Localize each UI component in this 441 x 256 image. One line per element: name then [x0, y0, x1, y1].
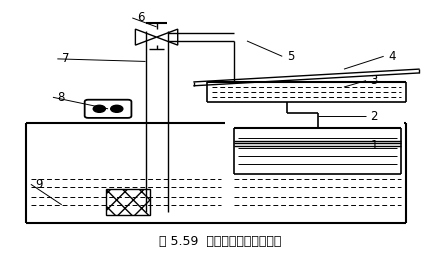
Text: 9: 9: [35, 178, 43, 191]
Text: 2: 2: [370, 110, 378, 123]
Text: 8: 8: [57, 91, 65, 104]
Text: 3: 3: [370, 74, 378, 87]
Text: 7: 7: [62, 52, 69, 65]
Polygon shape: [135, 29, 157, 45]
Text: 1: 1: [370, 140, 378, 152]
Text: 6: 6: [137, 12, 144, 24]
Bar: [106, 189, 150, 215]
Text: 图 5.59  线切割机床工作液系统: 图 5.59 线切割机床工作液系统: [159, 235, 282, 248]
FancyBboxPatch shape: [85, 100, 131, 118]
Circle shape: [93, 105, 105, 112]
Polygon shape: [157, 29, 178, 45]
Text: 4: 4: [388, 50, 396, 63]
Text: 5: 5: [287, 50, 294, 63]
Circle shape: [111, 105, 123, 112]
